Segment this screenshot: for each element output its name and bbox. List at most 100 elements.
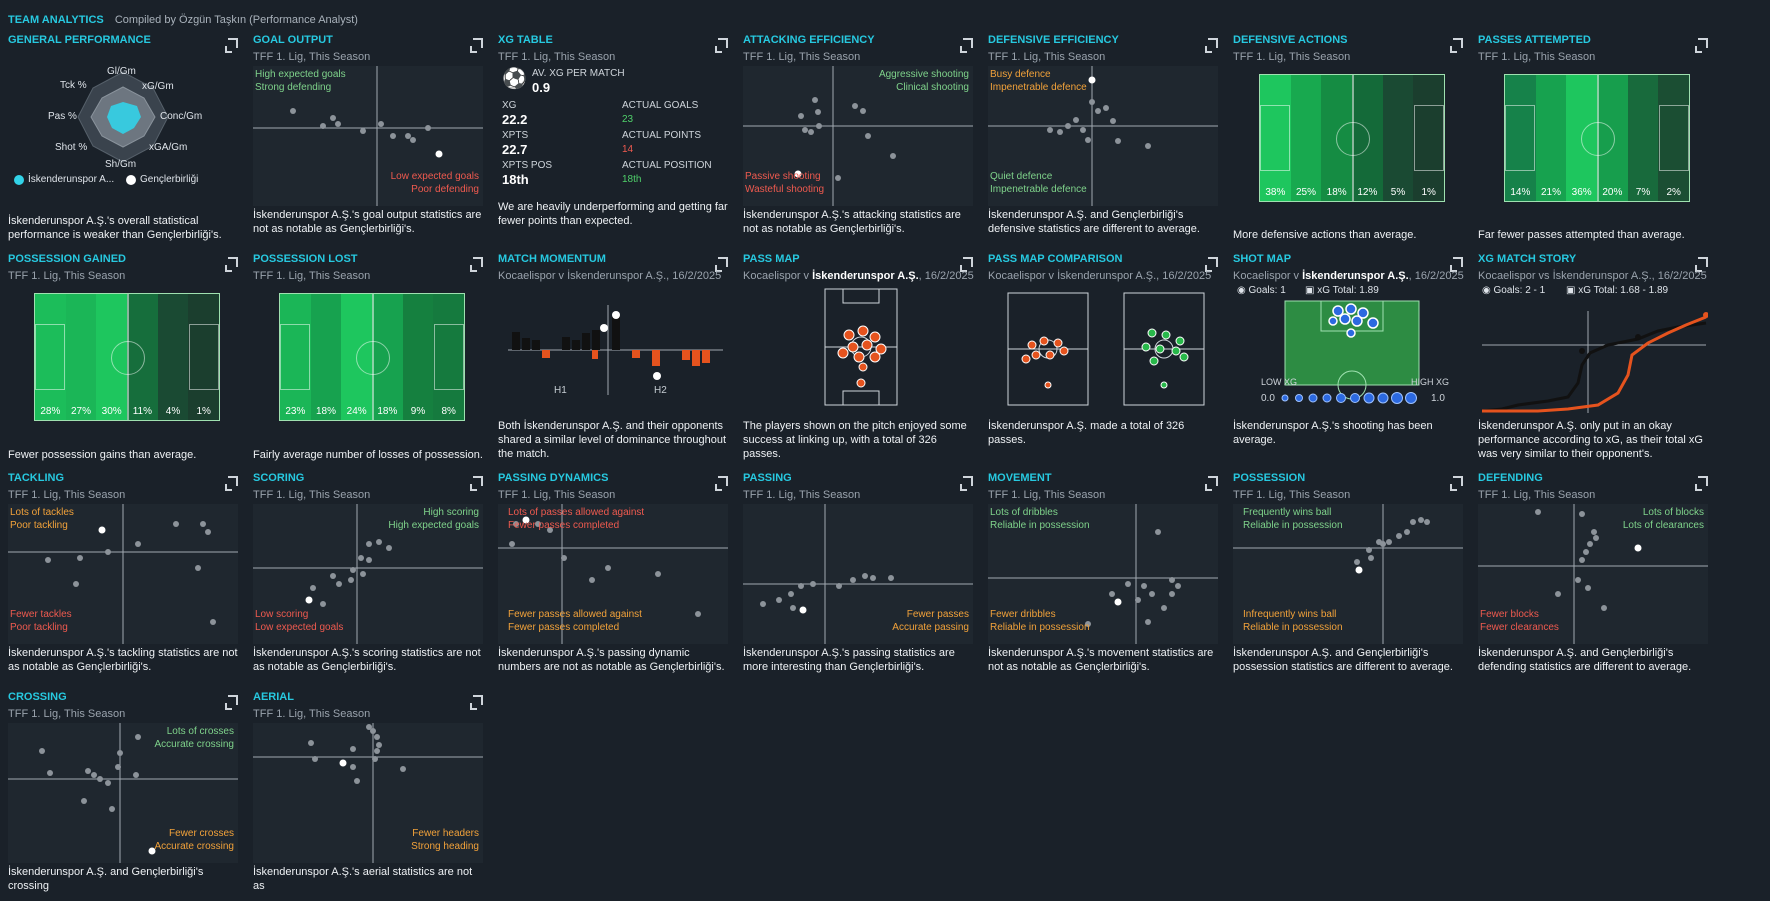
momentum-svg bbox=[508, 305, 723, 395]
quadrant-label: Lots of clearances bbox=[1622, 520, 1704, 531]
panel-tackling[interactable]: TACKLING TFF 1. Lig, This Season Lots of… bbox=[8, 472, 244, 687]
scatter-plot: Aggressive shooting Clinical shooting Pa… bbox=[743, 66, 973, 206]
pitch-zone: 4% bbox=[157, 294, 189, 420]
zone-pct: 20% bbox=[1602, 187, 1623, 198]
pitch-box bbox=[35, 324, 65, 390]
expand-icon[interactable] bbox=[1695, 476, 1708, 491]
panel-xg-table[interactable]: XG TABLE TFF 1. Lig, This Season ⚽ AV. X… bbox=[498, 34, 734, 249]
quadrant-label: Lots of blocks bbox=[1642, 507, 1704, 518]
panel-title: PASSING DYNAMICS bbox=[498, 472, 609, 484]
panel-description: The players shown on the pitch enjoyed s… bbox=[743, 420, 967, 460]
h1-label: H1 bbox=[554, 385, 567, 396]
panel-scoring[interactable]: SCORING TFF 1. Lig, This Season High sco… bbox=[253, 472, 489, 687]
scatter-svg bbox=[8, 723, 238, 863]
expand-icon[interactable] bbox=[470, 257, 483, 272]
zone-pct: 5% bbox=[1390, 187, 1406, 198]
expand-icon[interactable] bbox=[960, 257, 973, 272]
panel-crossing[interactable]: CROSSING TFF 1. Lig, This Season Lots of… bbox=[8, 691, 244, 901]
quadrant-label: High expected goals bbox=[388, 520, 479, 531]
zone-pct: 28% bbox=[40, 406, 61, 417]
subtitle-part: Kocaelispor v bbox=[743, 270, 813, 282]
panel-title: ATTACKING EFFICIENCY bbox=[743, 34, 875, 46]
goals-text: Goals: 1 bbox=[1248, 285, 1286, 296]
scatter-plot: Lots of dribbles Reliable in possession … bbox=[988, 504, 1218, 644]
expand-icon[interactable] bbox=[470, 476, 483, 491]
panel-movement[interactable]: MOVEMENT TFF 1. Lig, This Season Lots of… bbox=[988, 472, 1224, 687]
low-xg-text: LOW XG bbox=[1261, 377, 1298, 387]
expand-icon[interactable] bbox=[1205, 38, 1218, 53]
panel-description: İskenderunspor A.Ş.'s goal output statis… bbox=[253, 209, 482, 235]
panel-description: İskenderunspor A.Ş.'s scoring statistics… bbox=[253, 647, 481, 673]
radar-label-xg: xG/Gm bbox=[142, 81, 174, 92]
expand-icon[interactable] bbox=[1205, 257, 1218, 272]
h2-label: H2 bbox=[654, 385, 667, 396]
expand-icon[interactable] bbox=[1450, 257, 1463, 272]
expand-icon[interactable] bbox=[225, 695, 238, 710]
expand-icon[interactable] bbox=[1695, 257, 1708, 272]
quadrant-label: Poor tackling bbox=[10, 520, 68, 531]
panel-passes-attempted[interactable]: PASSES ATTEMPTED TFF 1. Lig, This Season… bbox=[1478, 34, 1714, 249]
zone-pct: 12% bbox=[1357, 187, 1378, 198]
expand-icon[interactable] bbox=[715, 38, 728, 53]
quadrant-label: Fewer passes allowed against bbox=[508, 609, 642, 620]
panel-match-momentum[interactable]: MATCH MOMENTUM Kocaelispor v İskenderuns… bbox=[498, 253, 734, 468]
panel-goal-output[interactable]: GOAL OUTPUT TFF 1. Lig, This Season High… bbox=[253, 34, 489, 249]
expand-icon[interactable] bbox=[1695, 38, 1708, 53]
panel-title: CROSSING bbox=[8, 691, 67, 703]
panel-description: İskenderunspor A.Ş. made a total of 326 … bbox=[988, 420, 1185, 446]
panel-defensive-efficiency[interactable]: DEFENSIVE EFFICIENCY TFF 1. Lig, This Se… bbox=[988, 34, 1224, 249]
pitch-heatmap: 28% 27% 30% 11% 4% 1% bbox=[8, 285, 238, 425]
panel-xg-match-story[interactable]: XG MATCH STORY Kocaelispor vs İskenderun… bbox=[1478, 253, 1714, 468]
panel-subtitle: Kocaelispor v İskenderunspor A.Ş., 16/2/… bbox=[1233, 270, 1464, 282]
scatter-plot: Lots of crosses Accurate crossing Fewer … bbox=[8, 723, 238, 863]
expand-icon[interactable] bbox=[960, 38, 973, 53]
panel-possession-gained[interactable]: POSSESSION GAINED TFF 1. Lig, This Seaso… bbox=[8, 253, 244, 468]
panel-possession[interactable]: POSSESSION TFF 1. Lig, This Season Frequ… bbox=[1233, 472, 1469, 687]
panel-possession-lost[interactable]: POSSESSION LOST TFF 1. Lig, This Season … bbox=[253, 253, 489, 468]
xpts-label: XPTS bbox=[502, 130, 529, 141]
expand-icon[interactable] bbox=[715, 476, 728, 491]
expand-icon[interactable] bbox=[225, 257, 238, 272]
expand-icon[interactable] bbox=[470, 38, 483, 53]
quadrant-label: Accurate crossing bbox=[154, 739, 234, 750]
pitch-zone: 23% bbox=[280, 294, 311, 420]
panel-passing[interactable]: PASSING TFF 1. Lig, This Season Fewer pa… bbox=[743, 472, 979, 687]
panel-passing-dynamics[interactable]: PASSING DYNAMICS TFF 1. Lig, This Season… bbox=[498, 472, 734, 687]
panel-title: POSSESSION LOST bbox=[253, 253, 358, 265]
scatter-svg bbox=[253, 66, 483, 206]
panel-description: İskenderunspor A.Ş.'s shooting has been … bbox=[1233, 420, 1433, 446]
panel-defensive-actions[interactable]: DEFENSIVE ACTIONS TFF 1. Lig, This Seaso… bbox=[1233, 34, 1469, 249]
panel-general-performance[interactable]: GENERAL PERFORMANCE Gl/Gm xG/Gm Tck % Co… bbox=[8, 34, 244, 249]
panel-aerial[interactable]: AERIAL TFF 1. Lig, This Season Fewer hea… bbox=[253, 691, 489, 901]
panel-shot-map[interactable]: SHOT MAP Kocaelispor v İskenderunspor A.… bbox=[1233, 253, 1469, 468]
panel-pass-map[interactable]: PASS MAP Kocaelispor v İskenderunspor A.… bbox=[743, 253, 979, 468]
actual-points-label: ACTUAL POINTS bbox=[622, 130, 702, 141]
expand-icon[interactable] bbox=[1450, 476, 1463, 491]
expand-icon[interactable] bbox=[960, 476, 973, 491]
panel-defending[interactable]: DEFENDING TFF 1. Lig, This Season Lots o… bbox=[1478, 472, 1714, 687]
expand-icon[interactable] bbox=[1205, 476, 1218, 491]
panel-pass-map-comparison[interactable]: PASS MAP COMPARISON Kocaelispor v İskend… bbox=[988, 253, 1224, 468]
expand-icon[interactable] bbox=[715, 257, 728, 272]
legend-opponent: Gençlerbirliği bbox=[126, 174, 198, 185]
panel-description: İskenderunspor A.Ş. and Gençlerbirliği's… bbox=[1478, 647, 1692, 673]
xg-total-stat: ▣ xG Total: 1.89 bbox=[1305, 285, 1379, 296]
panel-description: İskenderunspor A.Ş. and Gençlerbirliği's… bbox=[988, 209, 1200, 235]
expand-icon[interactable] bbox=[225, 476, 238, 491]
quadrant-label: Passive shooting bbox=[745, 171, 821, 182]
radar-chart: Gl/Gm xG/Gm Tck % Conc/Gm Pas % Shot % x… bbox=[8, 62, 238, 202]
pitch: 38% 25% 18% 12% 5% 1% bbox=[1259, 74, 1445, 202]
expand-icon[interactable] bbox=[225, 38, 238, 53]
scatter-svg bbox=[8, 504, 238, 644]
pitch-box bbox=[434, 324, 464, 390]
panel-subtitle: TFF 1. Lig, This Season bbox=[253, 708, 371, 720]
expand-icon[interactable] bbox=[1450, 38, 1463, 53]
quadrant-label: Lots of passes allowed against bbox=[508, 507, 645, 518]
actual-goals-label: ACTUAL GOALS bbox=[622, 100, 699, 111]
quadrant-label: Strong defending bbox=[255, 82, 332, 93]
panel-title: PASS MAP COMPARISON bbox=[988, 253, 1123, 265]
panel-attacking-efficiency[interactable]: ATTACKING EFFICIENCY TFF 1. Lig, This Se… bbox=[743, 34, 979, 249]
expand-icon[interactable] bbox=[470, 695, 483, 710]
xg-scale-max: 1.0 bbox=[1431, 393, 1445, 404]
quadrant-label: Lots of dribbles bbox=[990, 507, 1058, 518]
